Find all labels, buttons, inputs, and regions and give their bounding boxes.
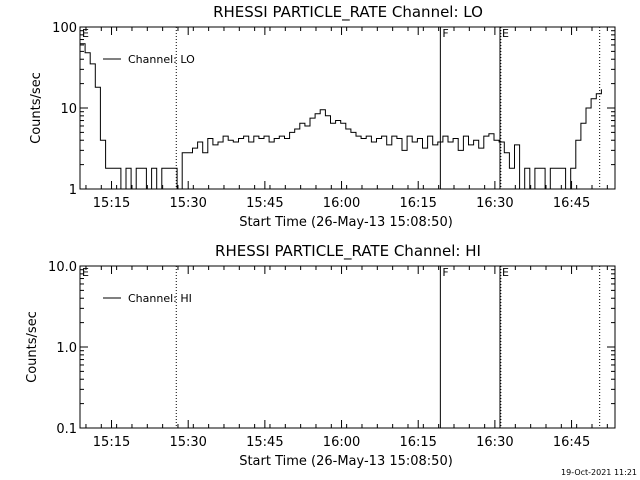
- y-tick-label: 10: [60, 102, 77, 117]
- y-tick-label: 100: [52, 21, 77, 36]
- x-tick-label: 15:45: [246, 196, 283, 211]
- lo-y-axis-label: Counts/sec: [29, 72, 44, 144]
- lo-x-axis-label: Start Time (26-May-13 15:08:50): [239, 215, 453, 230]
- hi-x-axis-label: Start Time (26-May-13 15:08:50): [239, 454, 453, 469]
- x-tick-label: 16:15: [399, 196, 436, 211]
- lo-legend-label: Channel: LO: [128, 53, 195, 66]
- event-marker-label: E: [502, 27, 509, 40]
- y-tick-label: 10.0: [48, 260, 77, 275]
- x-tick-label: 15:15: [93, 435, 130, 450]
- y-tick-label: 1: [69, 183, 77, 198]
- x-tick-label: 16:15: [399, 435, 436, 450]
- x-tick-label: 15:15: [93, 196, 130, 211]
- lo-chart-title: RHESSI PARTICLE_RATE Channel: LO: [213, 3, 483, 22]
- x-tick-label: 15:30: [169, 196, 206, 211]
- y-tick-label: 0.1: [56, 422, 77, 437]
- event-marker-label: E: [82, 266, 89, 279]
- lo-plot-frame: [79, 26, 616, 190]
- hi-x-axis: 15:15 15:30 15:45 16:00 16:15 16:30 16:45: [85, 266, 608, 450]
- lo-series-line: [80, 43, 602, 190]
- x-tick-label: 16:00: [323, 196, 360, 211]
- lo-panel: RHESSI PARTICLE_RATE Channel: LO 110100 …: [29, 3, 616, 230]
- hi-y-axis-label: Counts/sec: [25, 311, 40, 383]
- x-tick-label: 16:30: [476, 196, 513, 211]
- hi-chart-title: RHESSI PARTICLE_RATE Channel: HI: [215, 242, 481, 261]
- hi-legend-label: Channel: HI: [128, 292, 192, 305]
- x-tick-label: 16:45: [553, 435, 590, 450]
- x-tick-label: 16:30: [476, 435, 513, 450]
- footer-timestamp: 19-Oct-2021 11:21: [561, 468, 637, 477]
- event-marker-label: F: [442, 27, 448, 40]
- y-tick-label: 1.0: [56, 341, 77, 356]
- x-tick-label: 15:30: [169, 435, 206, 450]
- x-tick-label: 16:00: [323, 435, 360, 450]
- hi-panel: RHESSI PARTICLE_RATE Channel: HI 0.1 1.0 1…: [25, 242, 616, 469]
- hi-plot-frame: [79, 265, 616, 429]
- event-marker-label: F: [442, 266, 448, 279]
- x-tick-label: 15:45: [246, 435, 283, 450]
- x-tick-label: 16:45: [553, 196, 590, 211]
- event-marker-label: E: [502, 266, 509, 279]
- hi-y-axis: 0.1 1.0 10.0: [48, 260, 615, 437]
- event-marker-label: E: [82, 27, 89, 40]
- lo-y-axis: 1 10 100: [52, 21, 615, 198]
